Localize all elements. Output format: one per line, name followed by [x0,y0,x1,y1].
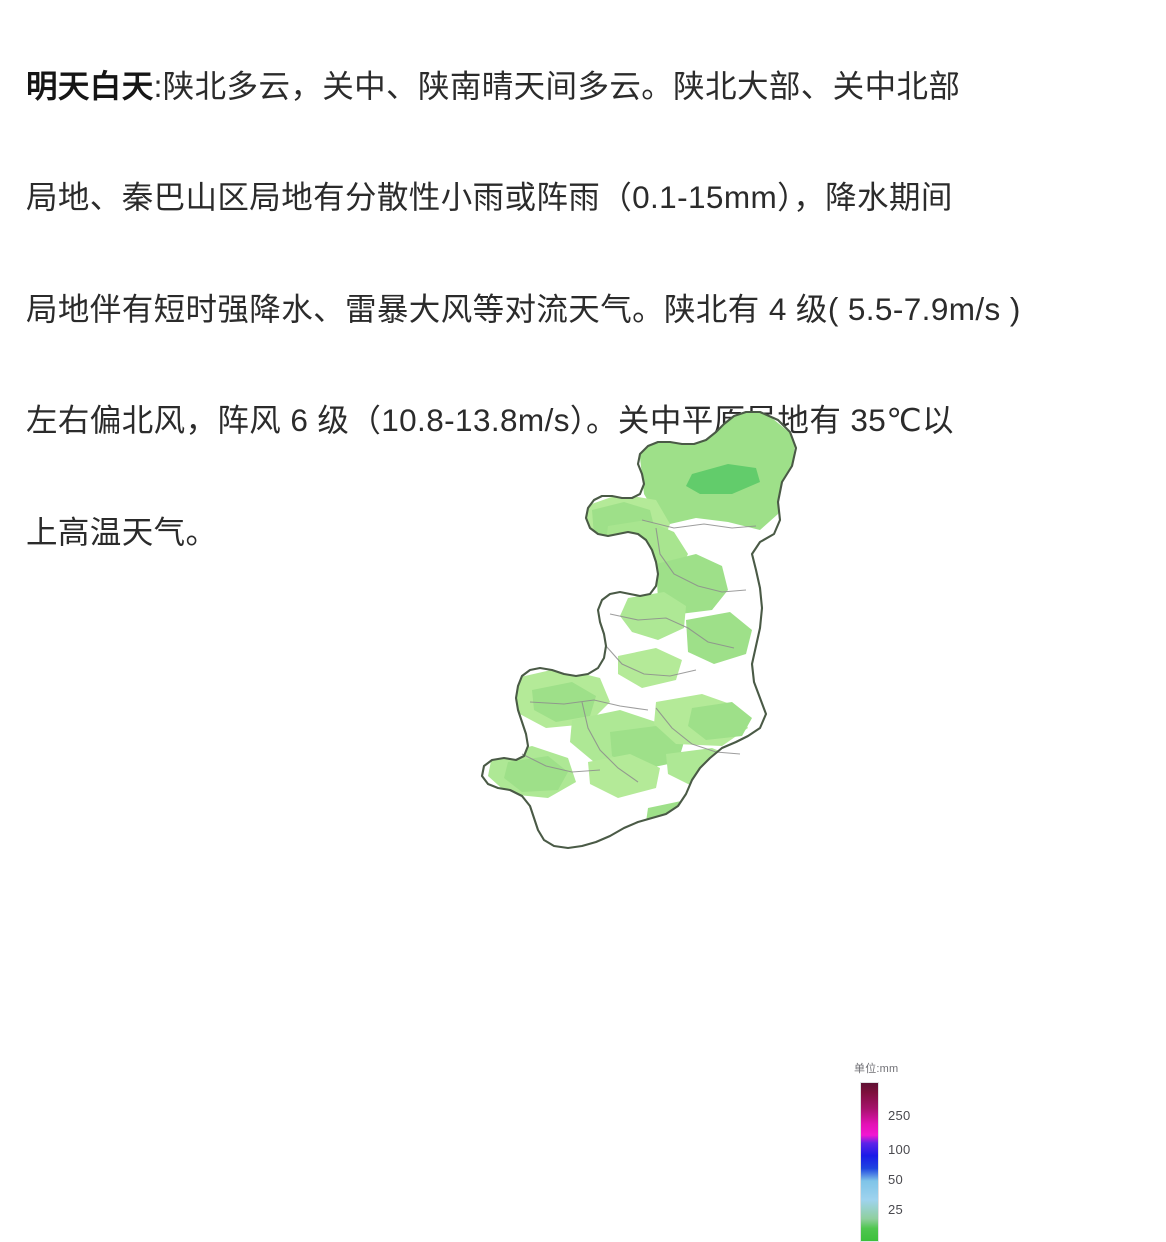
boundary-line-3 [609,613,735,649]
precip-area-north-core [686,464,760,494]
forecast-line-3: 局地伴有短时强降水、雷暴大风等对流天气。陕北有 4 级( 5.5-7.9m/s … [26,290,1021,327]
map-legend: 单位:mm 250 100 50 25 [846,1060,956,1242]
forecast-line-5: 上高温天气。 [26,513,218,550]
precip-area-guanzhong-e [686,612,752,664]
boundary-line-7 [655,707,741,755]
boundary-line-5 [529,699,649,711]
legend-tick-100: 100 [888,1142,911,1157]
boundary-line-2 [655,527,747,593]
boundary-line-6 [581,701,639,783]
legend-tick-50: 50 [888,1172,904,1187]
precip-area-central-2 [620,592,686,640]
forecast-text-block: 明天白天:陕北多云，关中、陕南晴天间多云。陕北大部、关中北部 局地、秦巴山区局地… [0,0,1166,603]
boundary-line-1 [641,519,757,529]
province-outline [480,410,798,850]
precip-area-south-2 [504,756,568,792]
boundary-line-4 [605,645,697,677]
forecast-lead-label: 明天白天 [26,67,154,104]
map-internal-boundaries [521,519,757,783]
boundary-line-8 [521,753,601,773]
precip-area-qinba-4 [688,702,752,740]
precip-area-south-3 [588,754,660,798]
forecast-line-1-rest: :陕北多云，关中、陕南晴天间多云。陕北大部、关中北部 [153,67,961,104]
precip-area-mid-patch [618,648,682,688]
forecast-line-1: 明天白天:陕北多云，关中、陕南晴天间多云。陕北大部、关中北部 [26,46,1152,126]
legend-colorbar [860,1082,879,1242]
precip-area-guanzhong-w2 [532,682,596,722]
forecast-line-2: 局地、秦巴山区局地有分散性小雨或阵雨（0.1-15mm），降水期间 [26,179,953,215]
legend-unit-label: 单位:mm [854,1063,899,1075]
precipitation-map-figure: 单位:mm 250 100 50 25 [40,402,1166,1242]
shaanxi-precipitation-map [460,402,850,856]
forecast-line-4: 左右偏北风，阵风 6 级（10.8-13.8m/s）。关中平原局地有 35℃以 [26,402,954,438]
legend-tick-25: 25 [888,1202,904,1217]
legend-tick-250: 250 [888,1108,911,1123]
